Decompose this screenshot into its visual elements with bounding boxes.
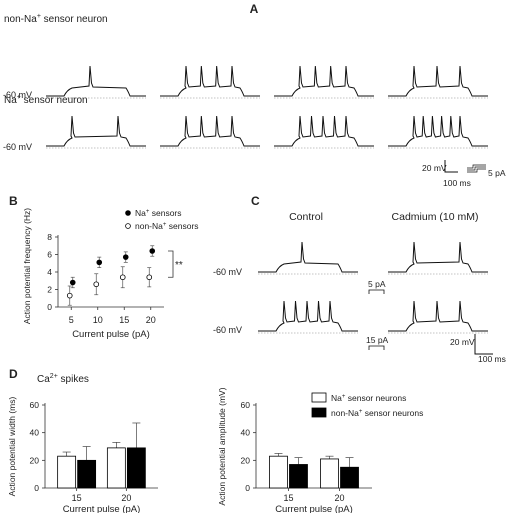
frequency-chart: 0 2 4 6 8 5 10 15 20 Current pulse (pA) Action pot… — [22, 208, 199, 340]
b-point — [146, 274, 153, 281]
chartD1-bar — [126, 447, 146, 489]
b-point — [119, 274, 126, 281]
chartD2-xtick: 20 — [335, 493, 345, 503]
non-na-trace-4 — [388, 65, 488, 97]
non-na-trace-2 — [160, 65, 260, 97]
b-legend-marker — [125, 210, 131, 216]
chartD1-bar — [77, 459, 97, 489]
b-point — [122, 254, 129, 260]
chartD2-ytick: 40 — [241, 428, 251, 438]
chartD1-ytick: 60 — [30, 400, 40, 410]
chartD2-bar — [340, 466, 359, 489]
b-legend-label: Na+ sensors — [135, 208, 182, 218]
chartD1-xtick: 15 — [72, 493, 82, 503]
panel-b-letter: B — [9, 194, 18, 208]
row1-label: non-Na+ sensor neuron — [4, 13, 108, 25]
d-legend-swatch — [311, 407, 327, 418]
na-trace-3 — [274, 115, 374, 147]
b-legend-label: non-Na+ sensors — [135, 221, 199, 231]
b-ytick: 4 — [47, 267, 52, 277]
b-point — [93, 281, 100, 288]
scale-pa-label: 5 pA — [488, 168, 506, 178]
pulse-large-label: 15 pA — [366, 335, 389, 345]
chartD2-ytick: 20 — [241, 455, 251, 465]
pulse-small-label: 5 pA — [368, 279, 386, 289]
panel-c-traces — [258, 241, 488, 334]
chartD1-ytick: 0 — [34, 483, 39, 493]
panel-d-letter: D — [9, 367, 18, 381]
chartD1-xlabel: Current pulse (pA) — [63, 504, 141, 513]
chartD2-bar — [269, 455, 288, 489]
chartD1-xtick: 20 — [121, 493, 131, 503]
cadmium-trace-2 — [388, 300, 488, 332]
b-ytick: 8 — [47, 232, 52, 242]
chartD1-bar — [106, 447, 126, 489]
na-trace-1 — [46, 115, 146, 147]
c-row1-voltage-label: -60 mV — [213, 267, 242, 277]
chartD1-ytick: 40 — [30, 428, 40, 438]
chartD2-ytick: 0 — [245, 483, 250, 493]
b-ytick: 0 — [47, 302, 52, 312]
na-trace-2 — [160, 115, 260, 147]
b-ytick: 2 — [47, 285, 52, 295]
b-legend-marker — [125, 223, 131, 229]
c-scale-mv-label: 20 mV — [450, 337, 475, 347]
c-scale-ms-label: 100 ms — [478, 354, 506, 364]
control-trace-1 — [258, 241, 358, 273]
row2-voltage-label: -60 mV — [3, 142, 32, 152]
non-na-trace-3 — [274, 65, 374, 97]
row1-voltage-label: -60 mV — [3, 90, 32, 100]
chartD1-ytick: 20 — [30, 455, 40, 465]
c-row2-voltage-label: -60 mV — [213, 325, 242, 335]
b-xtick: 5 — [69, 315, 74, 325]
b-xtick: 20 — [146, 315, 156, 325]
cadmium-label: Cadmium (10 mM) — [392, 211, 479, 223]
b-xtick: 10 — [93, 315, 103, 325]
scale-ms-label: 100 ms — [443, 178, 471, 188]
b-xlabel: Current pulse (pA) — [72, 329, 150, 340]
non-na-trace-1 — [46, 65, 146, 97]
na-trace-4 — [388, 115, 488, 147]
chartD1-bar — [57, 455, 77, 489]
b-ytick: 6 — [47, 250, 52, 260]
b-point — [96, 259, 103, 266]
b-point — [69, 279, 76, 286]
b-xtick: 15 — [119, 315, 129, 325]
row2-label: Na+ sensor neuron — [4, 94, 88, 106]
panel-c-letter: C — [251, 194, 260, 208]
scale-mv-label: 20 mV — [422, 163, 447, 173]
b-significance: ** — [175, 260, 183, 271]
d-legend-label: non-Na+ sensor neurons — [331, 408, 423, 418]
panel-a-letter: A — [250, 2, 259, 16]
control-trace-2 — [258, 300, 358, 332]
b-point — [149, 248, 156, 254]
b-significance-bracket — [168, 250, 174, 278]
row1-traces — [46, 65, 488, 99]
d-legend-label: Na+ sensor neurons — [331, 393, 406, 403]
b-point — [66, 292, 73, 299]
chartD2-bar — [289, 464, 308, 489]
chartD2-bar — [320, 458, 339, 489]
b-ylabel: Action potential frequency (Hz) — [22, 208, 32, 324]
chartD2-xlabel: Current pulse (pA) — [275, 504, 353, 513]
cadmium-trace-1 — [388, 241, 488, 273]
chartD2-ylabel: Action potential amplitude (mV) — [217, 387, 227, 505]
chartD1-ylabel: Action potential width (ms) — [7, 396, 17, 496]
panel-c-scale: 5 pA 15 pA 20 mV 100 ms — [366, 279, 506, 364]
axes-b — [57, 235, 164, 308]
row2-traces — [46, 115, 488, 149]
d-legend-swatch — [311, 392, 327, 403]
chartD2-ytick: 60 — [241, 400, 251, 410]
panel-a-scale-bar: 20 mV 5 pA 100 ms — [422, 160, 506, 188]
control-label: Control — [289, 211, 323, 223]
chartD2-xtick: 15 — [283, 493, 293, 503]
panel-d-title: Ca2+ spikes — [37, 373, 89, 385]
